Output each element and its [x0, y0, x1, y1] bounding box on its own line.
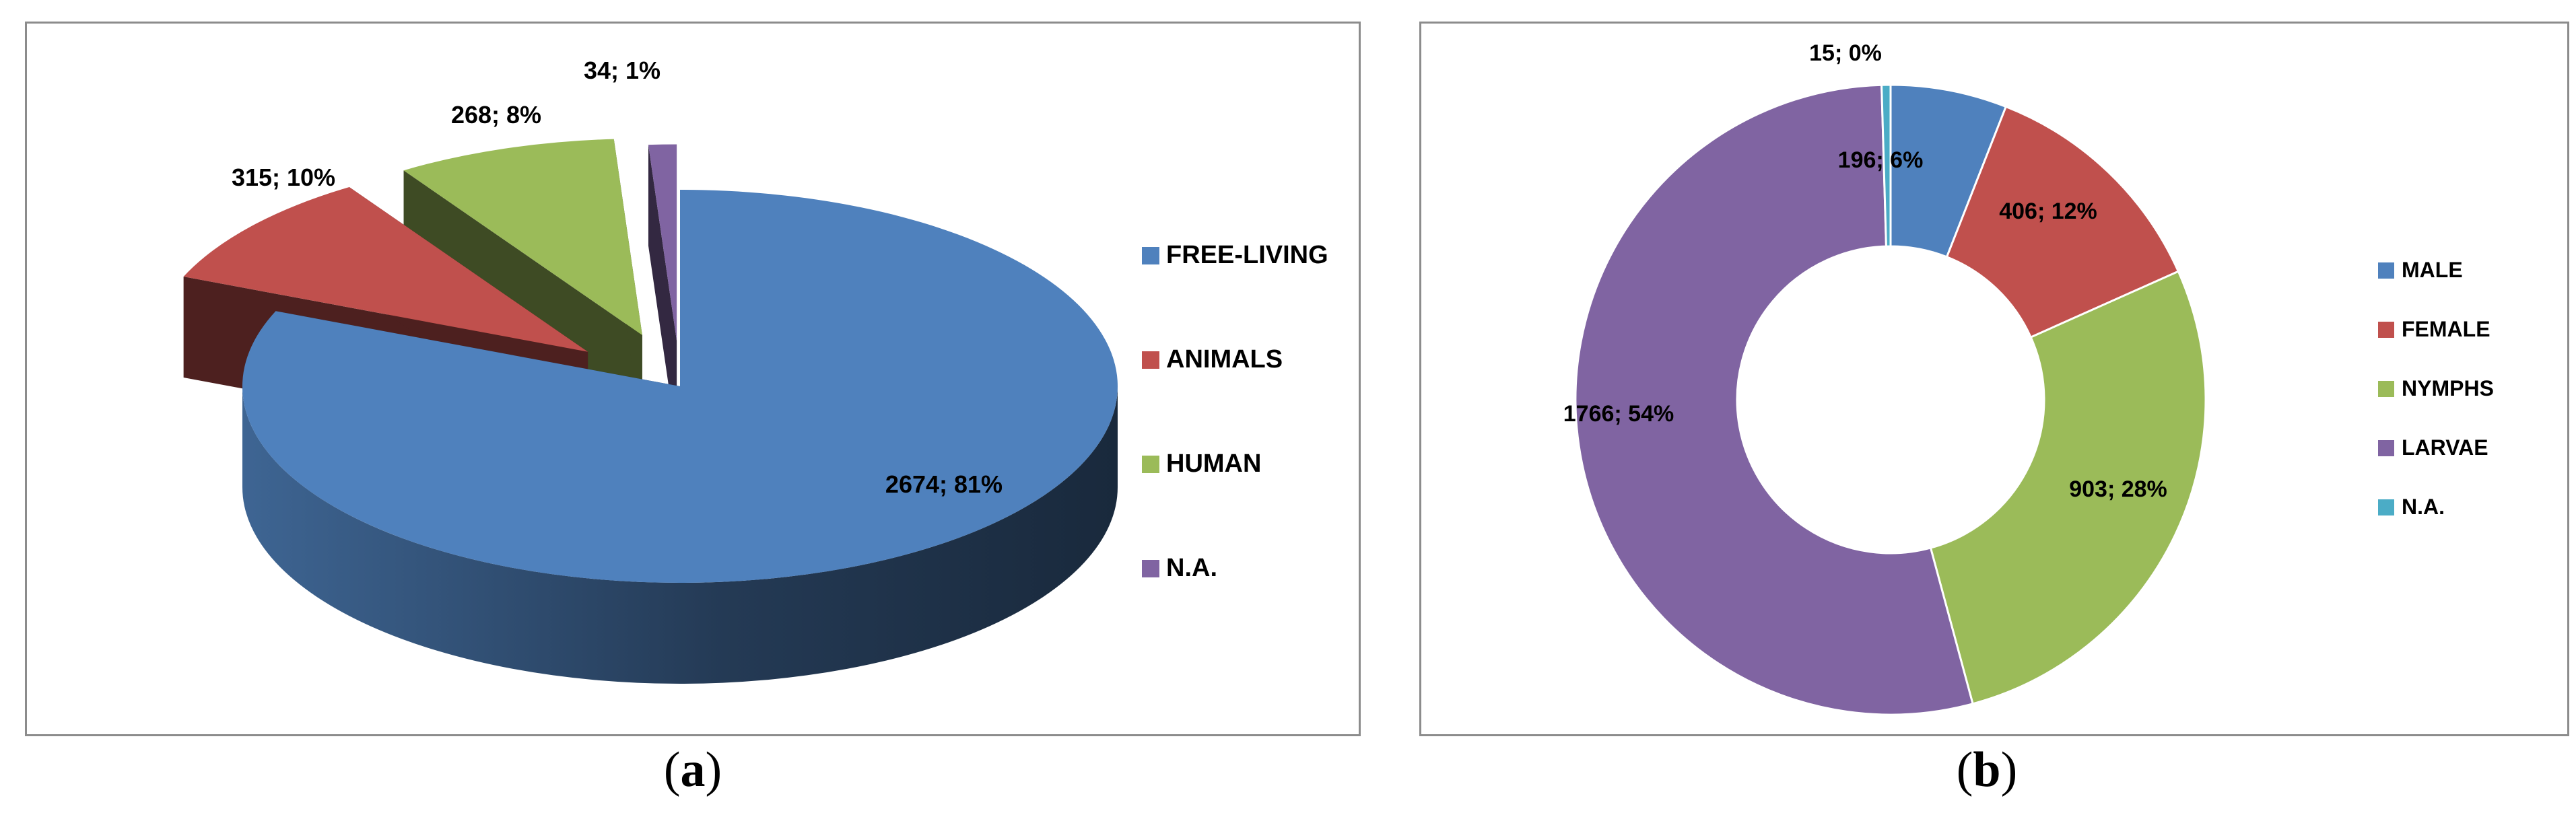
legend-label-human: HUMAN	[1166, 450, 1261, 478]
chart-panel-a: 2674; 81% 315; 10% 268; 8% 34; 1% FREE-LIVIN…	[25, 22, 1361, 736]
legend-item-human: HUMAN	[1142, 450, 1261, 478]
pie-slice-free-living	[242, 190, 1118, 684]
legend-swatch-n-a	[2378, 499, 2394, 515]
data-label-free-living: 2674; 81%	[885, 470, 1003, 498]
pie-chart-3d: 2674; 81% 315; 10% 268; 8% 34; 1% FREE-LIVIN…	[183, 57, 1328, 684]
data-label-nymphs: 903; 28%	[2069, 476, 2167, 502]
legend-item-animals: ANIMALS	[1142, 345, 1283, 373]
legend-swatch-female	[2378, 322, 2394, 338]
legend-swatch-larvae	[2378, 440, 2394, 456]
panel-label-a: (a)	[663, 742, 722, 797]
legend-item-n-a: N.A.	[1142, 554, 1217, 582]
donut-slice-nymphs	[1929, 270, 2207, 705]
pie-slice-n-a	[648, 144, 677, 442]
panel-label-b-letter: b	[1973, 742, 2001, 797]
legend-item-larvae: LARVAE	[2378, 435, 2488, 460]
legend-label-male: MALE	[2402, 258, 2463, 282]
data-label-male: 196; 6%	[1838, 147, 1924, 173]
donut-slice-larvae	[1574, 83, 1974, 716]
pie-slice-wall-n-a-0	[648, 145, 677, 442]
pie-slice-rim-free-living-0	[242, 386, 1118, 684]
donut-slice-female	[1945, 105, 2180, 339]
data-label-female: 406; 12%	[1999, 199, 2097, 224]
legend-item-female: FEMALE	[2378, 317, 2490, 341]
legend-swatch-male	[2378, 262, 2394, 279]
legend-swatch-animals	[1142, 351, 1159, 369]
panel-label-b: (b)	[1956, 742, 2018, 797]
legend-swatch-nymphs	[2378, 381, 2394, 397]
data-label-larvae: 1766; 54%	[1563, 401, 1674, 427]
data-label-n-a: 15; 0%	[1809, 40, 1882, 66]
data-label-human: 268; 8%	[451, 101, 541, 129]
legend-label-n-a: N.A.	[2402, 495, 2445, 519]
legend-label-larvae: LARVAE	[2402, 435, 2488, 460]
legend-label-n-a: N.A.	[1166, 554, 1217, 582]
legend-label-nymphs: NYMPHS	[2402, 376, 2494, 400]
pie-slice-top-n-a	[648, 144, 677, 341]
legend-swatch-n-a	[1142, 560, 1159, 577]
pie-slice-top-human	[403, 139, 642, 335]
donut-chart: 196; 6% 406; 12% 903; 28% 1766; 54% 15; 0% MA…	[1563, 40, 2494, 716]
chart-panel-b: 196; 6% 406; 12% 903; 28% 1766; 54% 15; 0% MA…	[1419, 22, 2569, 736]
legend-swatch-human	[1142, 456, 1159, 473]
legend-item-n-a: N.A.	[2378, 495, 2445, 519]
legend-label-animals: ANIMALS	[1166, 345, 1283, 373]
data-label-animals: 315; 10%	[232, 164, 335, 191]
legend-label-female: FEMALE	[2402, 317, 2490, 341]
donut-slice-n-a	[1880, 83, 1892, 248]
legend-item-nymphs: NYMPHS	[2378, 376, 2494, 400]
data-label-n-a: 34; 1%	[584, 57, 660, 84]
legend-item-male: MALE	[2378, 258, 2463, 282]
panel-label-a-letter: a	[680, 742, 706, 797]
pie-slice-top-free-living	[242, 190, 1118, 583]
legend-item-free-living: FREE-LIVING	[1142, 241, 1328, 269]
legend-swatch-free-living	[1142, 247, 1159, 264]
pie-slice-top-animals	[183, 187, 588, 352]
legend-label-free-living: FREE-LIVING	[1166, 241, 1328, 269]
